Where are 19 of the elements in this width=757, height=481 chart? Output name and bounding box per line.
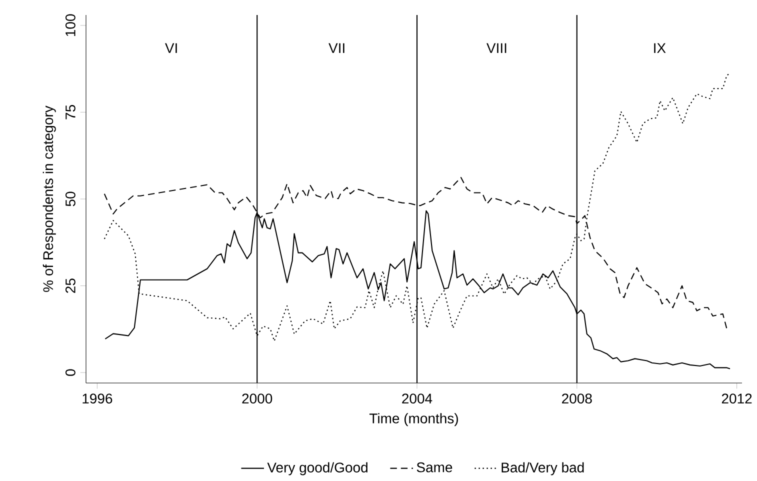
legend-label: Bad/Very bad — [502, 462, 584, 476]
x-tick-label: 2012 — [722, 394, 752, 404]
legend-label: Very good/Good — [267, 462, 368, 476]
x-tick-label: 2008 — [562, 394, 592, 404]
y-tick-label: 100 — [65, 14, 76, 36]
x-tick-label: 2000 — [242, 394, 272, 404]
annotation: VII — [328, 43, 344, 53]
x-axis-title: Time (months) — [369, 413, 458, 426]
annotation: VI — [165, 43, 177, 53]
y-axis-title: % of Respondents in category — [42, 106, 56, 292]
y-tick-label: 50 — [65, 192, 76, 206]
x-tick-label: 1996 — [82, 394, 112, 404]
y-tick-label: 75 — [66, 105, 76, 120]
legend-label: Same — [416, 462, 452, 472]
annotation: VIII — [486, 43, 506, 53]
x-tick-label: 2004 — [402, 394, 432, 404]
y-tick-label: 0 — [65, 369, 76, 376]
y-tick-label: 25 — [65, 278, 76, 293]
annotation: IX — [654, 43, 666, 53]
